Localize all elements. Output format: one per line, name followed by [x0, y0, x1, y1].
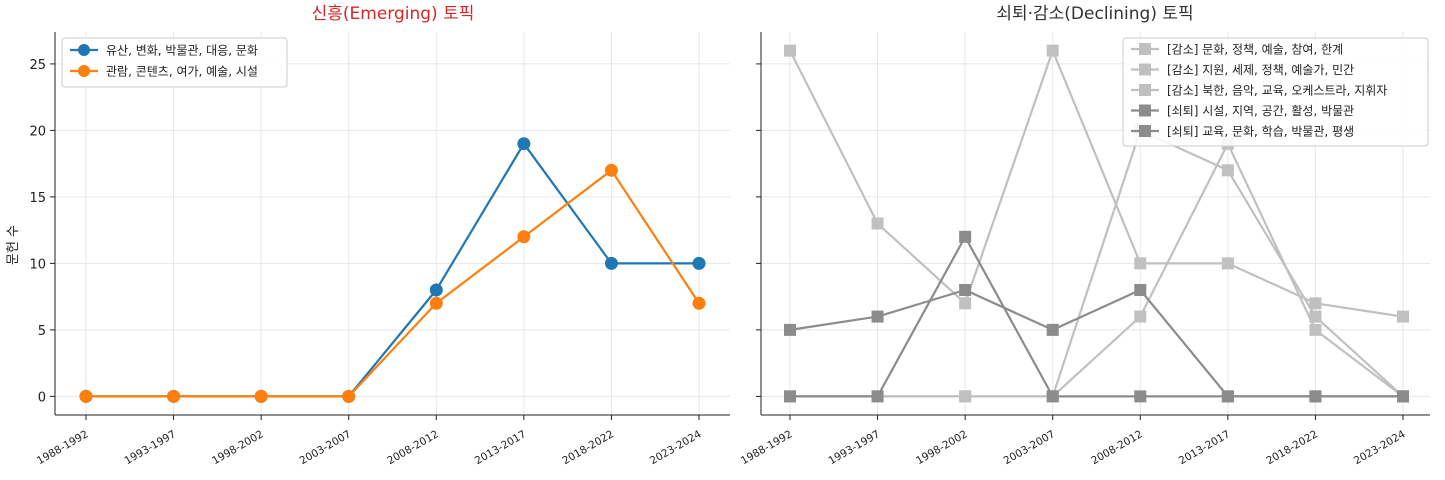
legend-marker — [1139, 84, 1151, 96]
data-point — [254, 389, 268, 403]
legend-marker — [1139, 125, 1151, 137]
data-point — [429, 296, 443, 310]
emerging-series — [79, 137, 706, 403]
data-point — [959, 297, 972, 310]
declining-chart-title: 쇠퇴·감소(Declining) 토픽 — [996, 4, 1193, 24]
data-point — [959, 283, 972, 296]
legend-label: [쇠퇴] 교육, 문화, 학습, 박물관, 평생 — [1167, 125, 1354, 139]
data-point — [517, 137, 531, 151]
data-point — [1134, 283, 1147, 296]
legend-marker — [1139, 43, 1151, 55]
data-point — [1046, 44, 1059, 57]
y-tick-label: 20 — [29, 124, 46, 139]
y-tick-label: 25 — [29, 58, 46, 73]
legend-marker — [1139, 104, 1151, 117]
data-point — [871, 217, 884, 230]
data-point — [517, 230, 531, 244]
data-point — [1046, 323, 1059, 336]
data-point — [692, 256, 706, 270]
legend-marker — [1139, 63, 1151, 76]
data-point — [959, 390, 972, 403]
series-line — [790, 142, 1404, 398]
data-point — [1134, 257, 1147, 270]
data-point — [167, 389, 181, 403]
data-point — [1397, 390, 1409, 403]
y-tick-label: 0 — [38, 390, 46, 405]
legend-box — [61, 37, 288, 88]
data-point — [1309, 323, 1322, 336]
data-point — [604, 163, 618, 177]
data-point — [429, 283, 443, 297]
data-point — [79, 389, 93, 403]
series-line — [86, 169, 700, 398]
emerging-grid — [55, 32, 730, 415]
data-point — [692, 296, 706, 310]
data-point — [1221, 257, 1234, 270]
legend-label: 관람, 콘텐츠, 여가, 예술, 시설 — [106, 65, 258, 79]
data-point — [1046, 390, 1059, 403]
emerging-axes — [54, 32, 730, 416]
data-point — [1134, 310, 1147, 323]
data-point — [959, 230, 972, 243]
data-point — [871, 310, 884, 323]
declining-legend: [감소] 문화, 정책, 예술, 참여, 한계 [감소] 지원, 세제, 정책, … — [1122, 37, 1429, 147]
data-point — [342, 389, 356, 403]
data-point — [784, 323, 796, 336]
declining-series — [784, 44, 1409, 403]
data-point — [1309, 297, 1322, 310]
y-tick-label: 15 — [29, 191, 46, 206]
data-point — [1134, 390, 1147, 403]
emerging-chart-title: 신흥(Emerging) 토픽 — [312, 4, 475, 24]
legend-marker — [78, 65, 90, 77]
series-line — [790, 235, 1403, 398]
y-tick-label: 5 — [38, 324, 46, 339]
legend-label: [감소] 북한, 음악, 교육, 오케스트라, 지휘자 — [1167, 84, 1387, 98]
legend-marker — [78, 44, 90, 56]
data-point — [1221, 164, 1234, 177]
data-point — [871, 390, 884, 403]
legend-label: [감소] 지원, 세제, 정책, 예술가, 민간 — [1167, 62, 1354, 77]
data-point — [784, 44, 796, 57]
data-point — [1309, 310, 1322, 323]
legend-label: 유산, 변화, 박물관, 대응, 문화 — [106, 44, 258, 58]
declining-axes — [760, 32, 1430, 416]
legend-label: [감소] 문화, 정책, 예술, 참여, 한계 — [1167, 42, 1343, 57]
legend-label: [쇠퇴] 시설, 지역, 공간, 활성, 박물관 — [1167, 104, 1354, 118]
emerging-y-axis-label: 문헌 수 — [6, 225, 21, 265]
y-tick-label: 10 — [29, 257, 46, 272]
data-point — [1221, 390, 1234, 403]
legend-box — [1122, 37, 1429, 147]
data-point — [1309, 390, 1322, 403]
data-point — [604, 256, 618, 270]
data-point — [784, 390, 796, 403]
data-point — [1397, 310, 1409, 323]
